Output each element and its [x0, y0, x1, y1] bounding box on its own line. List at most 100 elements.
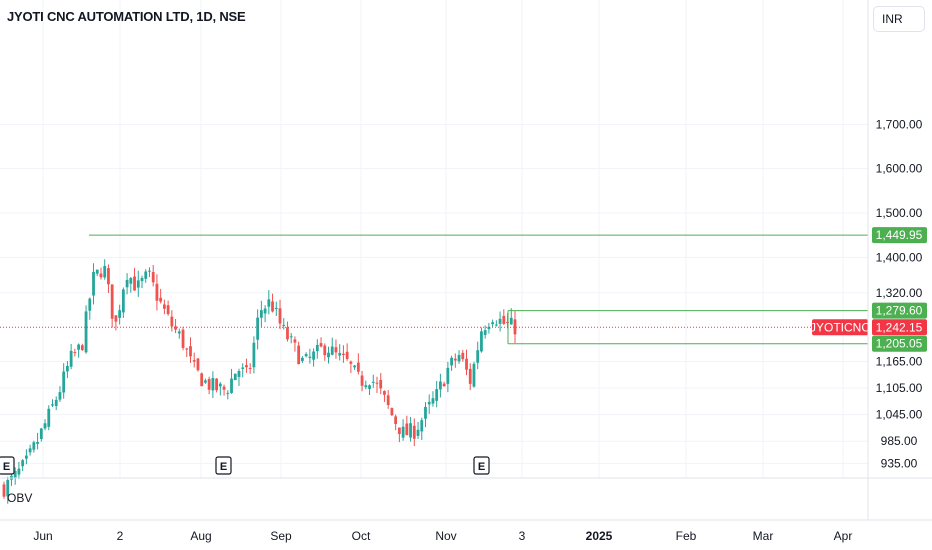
candle-body	[2, 484, 6, 497]
candle-body	[465, 358, 468, 370]
candle-body	[450, 357, 453, 366]
candle-body	[77, 344, 80, 350]
candle-body	[103, 265, 107, 278]
earnings-marker[interactable]	[473, 456, 490, 475]
candle-body	[405, 423, 409, 436]
candle-body	[211, 377, 215, 391]
x-tick-label: Jun	[33, 529, 52, 543]
candle-body	[409, 423, 412, 438]
candle-body	[371, 381, 375, 383]
candle-body	[267, 299, 271, 307]
candle-body	[274, 307, 278, 310]
candle-body	[189, 346, 192, 357]
candle-body	[360, 375, 364, 386]
earnings-marker-label: E	[220, 461, 227, 473]
x-tick-label: Feb	[676, 529, 697, 543]
candle-body	[174, 326, 177, 330]
y-tick-label: 1,105.00	[876, 381, 923, 395]
candle-body	[427, 401, 431, 405]
candle-body	[271, 301, 274, 312]
candle-body	[125, 279, 129, 288]
candle-body	[446, 367, 450, 384]
earnings-marker-label: E	[3, 461, 10, 473]
y-tick-label: 1,500.00	[876, 206, 923, 220]
candle-body	[334, 347, 338, 353]
candle-body	[58, 392, 62, 400]
symbol-tag-label: JYOTICNC	[810, 320, 870, 334]
horizontal-levels[interactable]: 1,449.95 1,279.60 1,205.05 JYOTICNC 1,242.15	[0, 227, 927, 352]
candle-body	[47, 408, 51, 427]
candle-body	[181, 329, 185, 348]
candle-body	[278, 308, 282, 324]
x-tick-label: Aug	[190, 529, 211, 543]
x-tick-label: Nov	[435, 529, 456, 543]
y-tick-label: 1,400.00	[876, 250, 923, 264]
candle-body	[21, 460, 25, 467]
candle-body	[114, 315, 118, 322]
candle-body	[110, 284, 114, 319]
candle-body	[282, 324, 286, 326]
candle-body	[13, 470, 17, 478]
candle-body	[297, 345, 301, 365]
candle-body	[435, 389, 439, 401]
earnings-marker[interactable]	[215, 456, 232, 475]
candle-body	[95, 269, 99, 274]
candle-body	[36, 441, 39, 444]
candle-body	[237, 371, 241, 377]
candle-body	[136, 280, 140, 288]
candle-body	[17, 468, 21, 475]
y-tick-label: 1,165.00	[876, 354, 923, 368]
currency-selector[interactable]: INR	[873, 6, 925, 32]
candle-body	[368, 385, 371, 389]
earnings-marker[interactable]	[0, 456, 15, 475]
candle-body	[457, 354, 461, 362]
candle-body	[386, 395, 390, 406]
level-tag	[872, 302, 927, 319]
candle-body	[148, 270, 151, 272]
last-price-tag	[872, 319, 927, 336]
candle-body	[327, 352, 330, 358]
level-tag	[872, 227, 927, 244]
candle-body	[256, 317, 260, 340]
candle-body	[431, 398, 435, 404]
candle-body	[133, 276, 136, 291]
candle-body	[323, 345, 327, 356]
candle-body	[494, 324, 498, 326]
candle-body	[483, 330, 487, 335]
candle-body	[416, 429, 420, 436]
last-price-tag-label: 1,242.15	[876, 320, 923, 334]
candle-body	[129, 278, 133, 284]
candle-body	[39, 428, 43, 439]
x-tick-label: Apr	[834, 529, 853, 543]
candle-body	[356, 362, 360, 372]
candle-body	[170, 316, 174, 327]
candle-body	[315, 344, 319, 352]
chart-title: JYOTI CNC AUTOMATION LTD, 1D, NSE	[7, 9, 246, 24]
symbol-tag	[812, 319, 868, 336]
x-tick-label: Mar	[753, 529, 774, 543]
candle-body	[289, 336, 293, 338]
candle-body	[192, 360, 196, 362]
candle-body	[73, 352, 77, 354]
candle-body	[375, 382, 379, 384]
candle-body	[394, 416, 398, 424]
candle-body	[468, 368, 472, 384]
y-tick-label: 1,320.00	[876, 286, 923, 300]
candle-body	[412, 425, 416, 439]
candle-body	[491, 322, 495, 325]
candle-body	[92, 271, 95, 296]
candle-body	[99, 273, 103, 278]
candle-body	[84, 311, 88, 353]
candle-body	[330, 346, 334, 355]
candle-body	[453, 358, 457, 361]
candle-body	[472, 363, 476, 387]
candle-body	[397, 427, 401, 434]
candle-body	[461, 352, 465, 360]
candle-body	[286, 327, 289, 340]
level-tag-label: 1,205.05	[876, 337, 923, 351]
candle-body	[69, 350, 73, 367]
candle-body	[80, 345, 84, 351]
